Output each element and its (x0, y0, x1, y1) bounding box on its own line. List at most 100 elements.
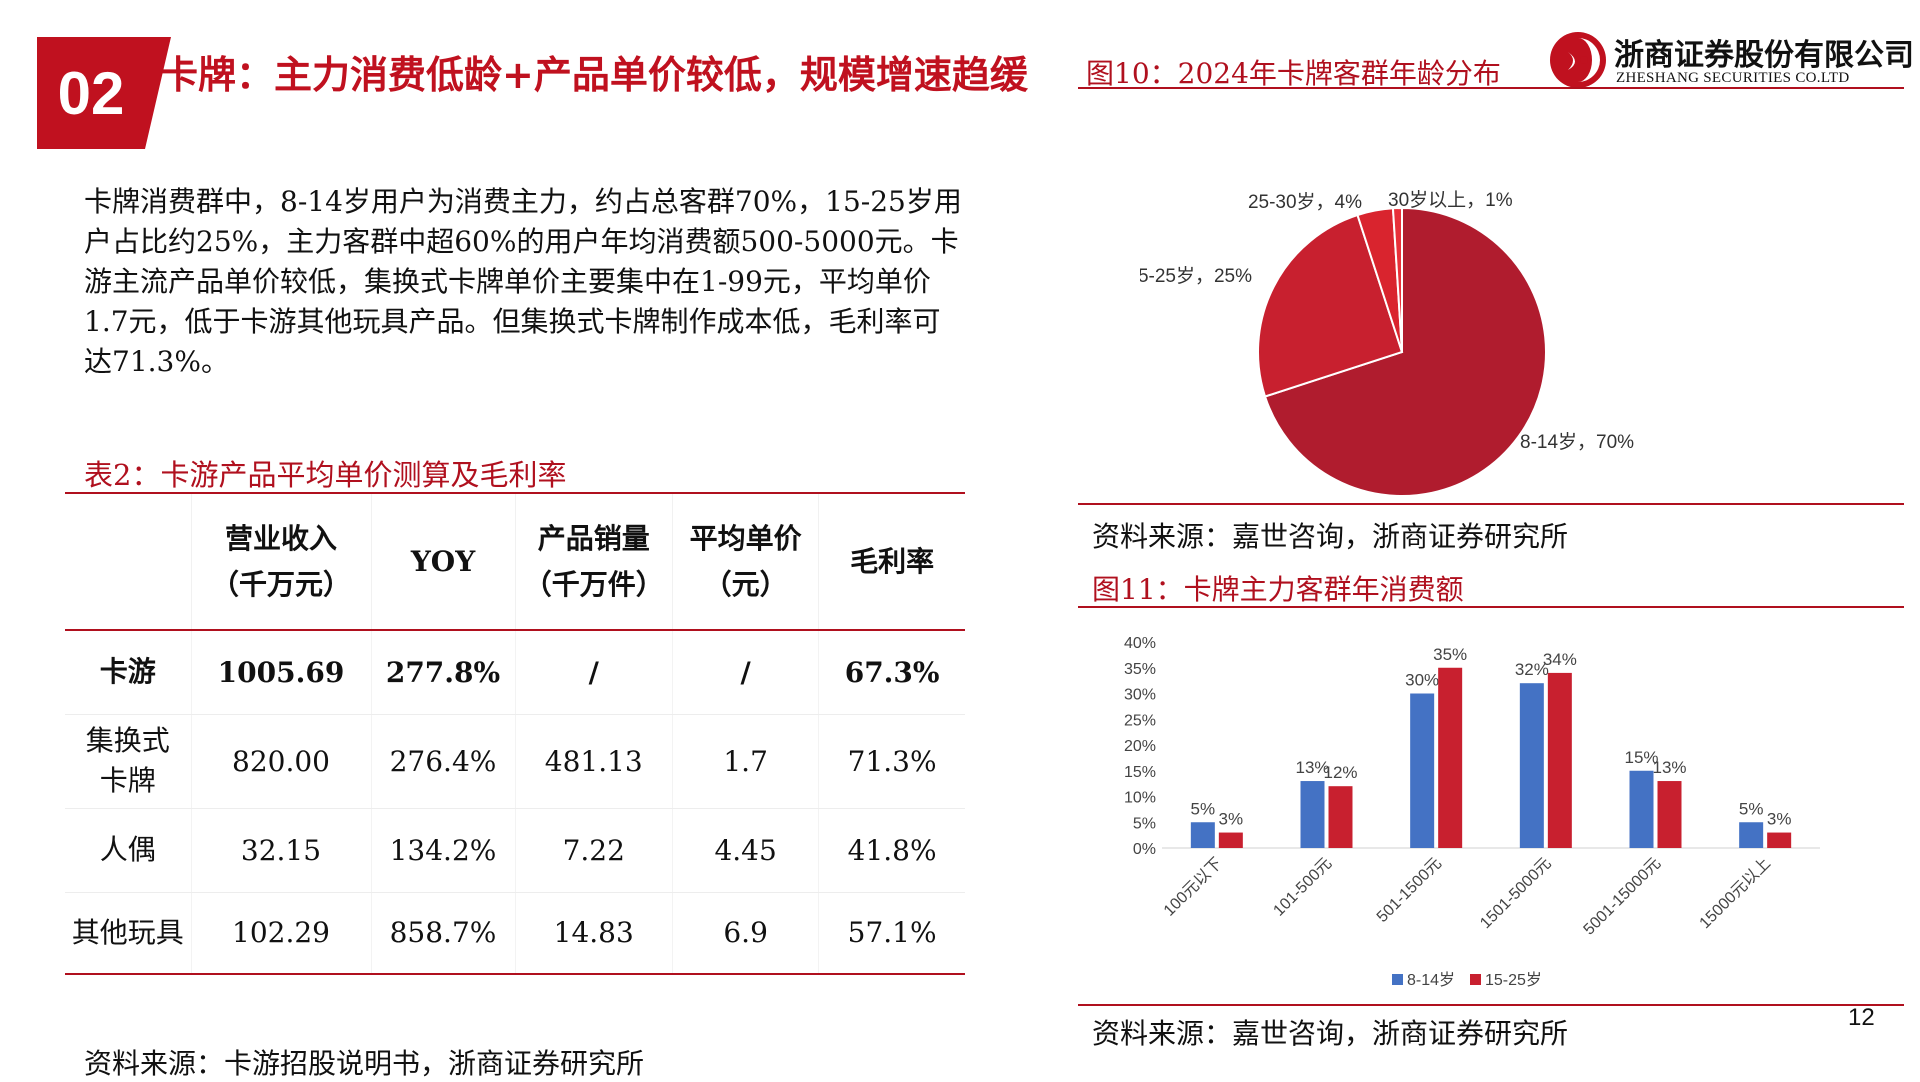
cell-volume: 481.13 (515, 714, 673, 809)
pie-data-label: 25-30岁，4% (1248, 191, 1362, 213)
bar-data-label: 3% (1219, 810, 1244, 829)
legend-swatch-8-14岁 (1392, 974, 1403, 985)
bar-data-label: 13% (1295, 758, 1329, 777)
row-name-line: 其他玩具 (71, 915, 184, 949)
cell-margin: 41.8% (818, 808, 965, 893)
section-number-badge: 02 (37, 37, 171, 149)
cell-yoy: 277.8% (371, 630, 516, 715)
header-line: 营业收入 (224, 521, 337, 555)
table-row: 卡游 1005.69 277.8% //67.3% (65, 630, 965, 715)
section-title: 卡牌：主力消费低龄+产品单价较低，规模增速趋缓 (160, 53, 1028, 97)
row-name-cell: 集换式 卡牌 (65, 714, 192, 809)
cell-price: 6.9 (672, 892, 820, 975)
y-tick-label: 25% (1124, 712, 1156, 729)
pie-data-label: 15-25岁，25% (1140, 265, 1252, 287)
cell-price: 1.7 (672, 714, 820, 809)
bar-15-25岁-100元以下 (1218, 832, 1243, 848)
table-header-cell: YOY (371, 494, 516, 630)
bar-data-label: 35% (1433, 645, 1467, 664)
figure10-source-note: 资料来源：嘉世咨询，浙商证券研究所 (1092, 520, 1569, 553)
pie-data-label: 8-14岁，70% (1520, 431, 1634, 453)
table-row: 人偶 32.15 134.2% 7.22 4.45 41.8% (65, 808, 965, 893)
x-tick-label: 100元以下 (1161, 855, 1226, 920)
header-rule (1078, 87, 1904, 89)
bar-data-label: 15% (1624, 748, 1658, 767)
table-header-cell: 平均单价 （元） (672, 494, 820, 630)
figure11-source-note: 资料来源：嘉世咨询，浙商证券研究所 (1092, 1017, 1569, 1050)
header-line: 毛利率 (850, 544, 935, 578)
bar-15-25岁-1501-5000元 (1547, 672, 1572, 848)
bar-data-label: 32% (1515, 660, 1549, 679)
table-top-rule (65, 492, 965, 494)
cell-revenue: 32.15 (191, 808, 372, 893)
company-name-en: ZHESHANG SECURITIES CO.LTD (1616, 70, 1850, 86)
table-header-cell: 毛利率 (819, 494, 965, 630)
row-name-line: 集换式 (85, 724, 170, 757)
table-title: 表2：卡游产品平均单价测算及毛利率 (84, 458, 567, 492)
cell-volume: / (515, 630, 673, 715)
cell-margin: 71.3% (818, 714, 965, 809)
figure11-title: 图11：卡牌主力客群年消费额 (1092, 573, 1464, 606)
bar-8-14岁-5001-15000元 (1629, 770, 1654, 848)
table-header-cell: 产品销量 （千万件） (515, 494, 673, 630)
x-tick-label: 15000元以上 (1696, 854, 1774, 932)
header-line: （千万元） (210, 567, 351, 601)
intro-paragraph: 卡牌消费群中，8-14岁用户为消费主力，约占总客群70%，15-25岁用户占比约… (84, 185, 962, 378)
company-name-cn: 浙商证券股份有限公司 (1614, 38, 1914, 73)
cell-yoy: 858.7% (371, 892, 516, 975)
table-header-cell (65, 494, 192, 630)
y-tick-label: 35% (1124, 661, 1156, 678)
cell-volume: 7.22 (515, 808, 673, 893)
y-tick-label: 40% (1124, 635, 1156, 652)
bar-15-25岁-15000元以上 (1767, 832, 1792, 848)
legend-label: 15-25岁 (1485, 971, 1542, 989)
cell-revenue: 102.29 (191, 892, 372, 975)
annual-spend-bar-chart: 0%5%10%15%20%25%30%35%40%5%3%100元以下13%12… (1124, 635, 1820, 989)
figure10-bottom-rule (1078, 503, 1904, 505)
bar-data-label: 13% (1652, 758, 1686, 777)
zheshang-logo-icon (1550, 32, 1606, 88)
figure11-bottom-rule (1078, 1004, 1904, 1006)
bar-data-label: 34% (1543, 650, 1577, 669)
table-row: 其他玩具 102.29 858.7% 14.83 6.9 57.1% (65, 892, 965, 975)
y-tick-label: 5% (1133, 815, 1156, 832)
x-tick-label: 5001-15000元 (1581, 855, 1665, 939)
legend-label: 8-14岁 (1407, 971, 1455, 989)
page-number: 12 (1848, 1004, 1875, 1031)
bar-data-label: 5% (1739, 799, 1764, 818)
cell-yoy: 276.4% (371, 714, 516, 809)
row-name-cell: 其他玩具 (65, 892, 192, 975)
row-name-line: 卡牌 (99, 764, 156, 797)
y-tick-label: 20% (1124, 738, 1156, 755)
age-distribution-pie-chart: 8-14岁，70% 15-25岁，25% 25-30岁，4% 30岁以上，1% (1140, 189, 1634, 497)
y-tick-label: 0% (1133, 841, 1156, 858)
bar-8-14岁-101-500元 (1300, 781, 1325, 848)
pie-slice-8-14岁 (1263, 206, 1547, 497)
figure10-title: 图10：2024年卡牌客群年龄分布 (1086, 57, 1501, 90)
bar-data-label: 12% (1323, 763, 1357, 782)
y-tick-label: 15% (1124, 764, 1156, 781)
table-header-row: 营业收入 （千万元） YOY 产品销量 （千万件） 平均单价 （元） 毛利率 (65, 494, 965, 630)
bar-8-14岁-15000元以上 (1739, 822, 1764, 848)
row-name-line: 人偶 (99, 833, 156, 866)
row-name-cell: 人偶 (65, 808, 192, 893)
bar-8-14岁-1501-5000元 (1519, 683, 1544, 848)
header-line: 产品销量 (537, 521, 650, 555)
cell-volume: 14.83 (515, 892, 673, 975)
cell-margin: 57.1% (818, 892, 965, 975)
pie-data-label: 30岁以上，1% (1388, 189, 1513, 211)
cell-revenue: 820.00 (191, 714, 372, 809)
x-tick-label: 101-500元 (1270, 855, 1335, 920)
y-tick-label: 30% (1124, 687, 1156, 704)
cell-price: 4.45 (672, 808, 820, 893)
cell-margin: 67.3% (818, 630, 965, 715)
row-name-line: 卡游 (99, 655, 156, 689)
x-tick-label: 1501-5000元 (1477, 855, 1554, 932)
x-tick-label: 501-1500元 (1374, 855, 1445, 926)
y-tick-label: 10% (1124, 790, 1156, 807)
row-name-cell: 卡游 (65, 630, 192, 715)
bar-data-label: 3% (1767, 810, 1792, 829)
cell-price: / (672, 630, 820, 715)
pie-slice-30岁以上 (1391, 206, 1403, 353)
company-logo: 浙商证券股份有限公司 ZHESHANG SECURITIES CO.LTD (1548, 26, 1914, 94)
